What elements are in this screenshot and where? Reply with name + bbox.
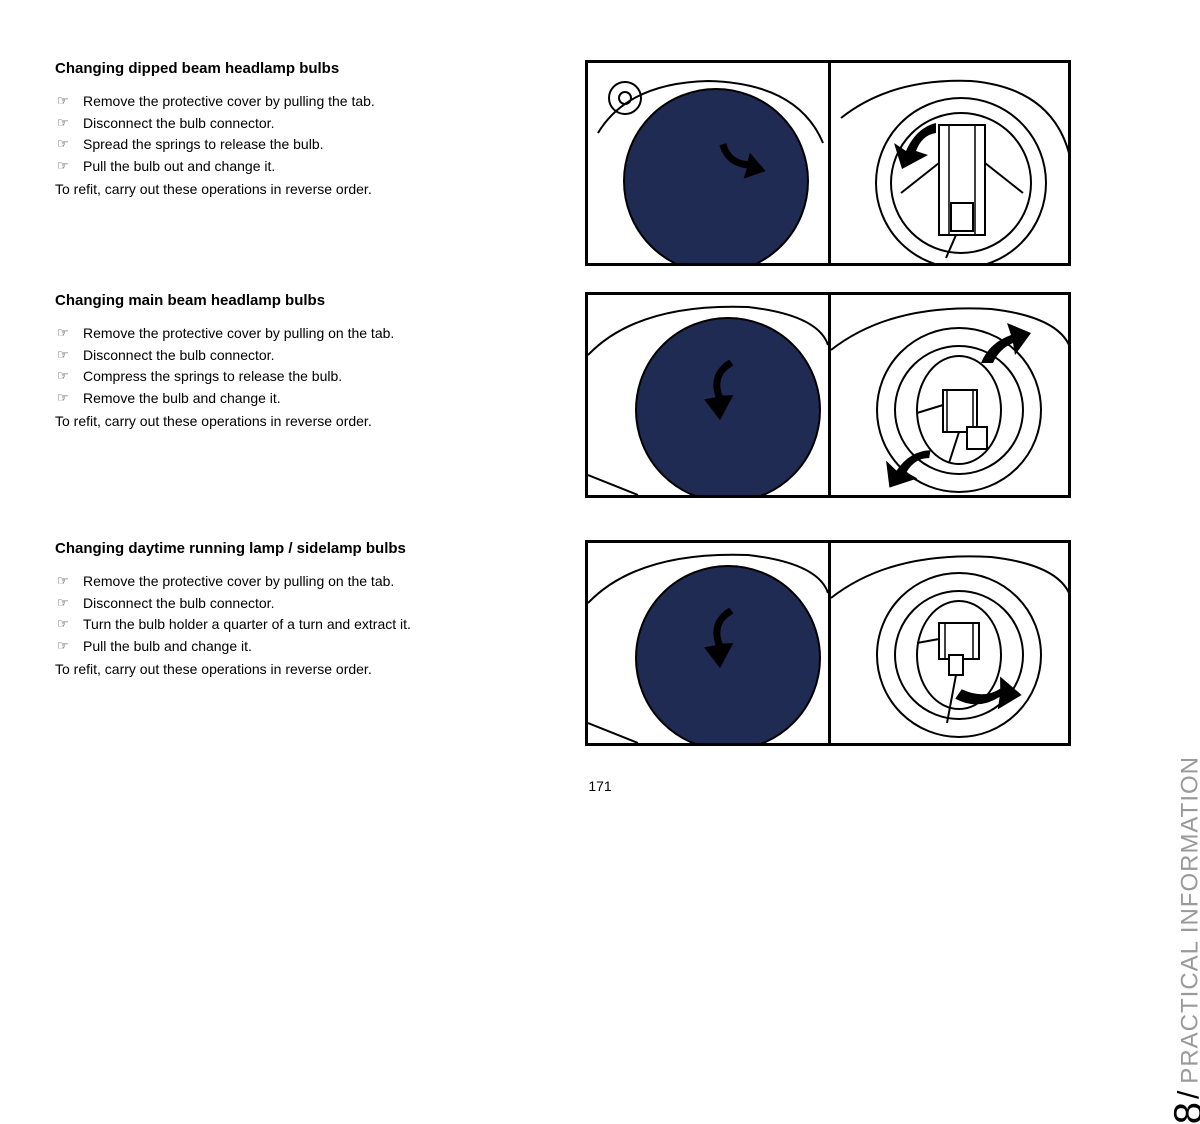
- figure-headlamp-back-1: [828, 63, 1068, 263]
- section-2: Changing main beam headlamp bulbs Remove …: [55, 292, 394, 432]
- section-3: Changing daytime running lamp / sidelamp…: [55, 540, 411, 680]
- figure-cover-pull-1: [588, 63, 828, 263]
- figure-row-2: [585, 292, 1071, 498]
- instruction-step: Remove the protective cover by pulling o…: [55, 571, 411, 593]
- instruction-step: Turn the bulb holder a quarter of a turn…: [55, 614, 411, 636]
- manual-page: Changing dipped beam headlamp bulbs Remov…: [55, 60, 1065, 760]
- instruction-step: Pull the bulb and change it.: [55, 636, 411, 658]
- page-number: 171: [588, 778, 611, 794]
- closing-note: To refit, carry out these operations in …: [55, 659, 411, 681]
- instruction-step: Remove the protective cover by pulling t…: [55, 91, 375, 113]
- figure-sidelamp-back: [828, 543, 1068, 743]
- instruction-step: Compress the springs to release the bulb…: [55, 366, 394, 388]
- instruction-step: Remove the protective cover by pulling o…: [55, 323, 394, 345]
- figure-row-3: [585, 540, 1071, 746]
- section-1: Changing dipped beam headlamp bulbs Remov…: [55, 60, 375, 200]
- figure-row-1: [585, 60, 1071, 266]
- instruction-step: Spread the springs to release the bulb.: [55, 134, 375, 156]
- section-heading: Changing dipped beam headlamp bulbs: [55, 60, 375, 77]
- chapter-slash: /: [1172, 1090, 1200, 1099]
- closing-note: To refit, carry out these operations in …: [55, 179, 375, 201]
- section-heading: Changing daytime running lamp / sidelamp…: [55, 540, 411, 557]
- figure-main-beam-back: [828, 295, 1068, 495]
- instruction-step: Disconnect the bulb connector.: [55, 345, 394, 367]
- instruction-step: Disconnect the bulb connector.: [55, 593, 411, 615]
- closing-note: To refit, carry out these operations in …: [55, 411, 394, 433]
- section-heading: Changing main beam headlamp bulbs: [55, 292, 394, 309]
- instruction-step: Pull the bulb out and change it.: [55, 156, 375, 178]
- figure-cover-pull-3: [588, 543, 828, 743]
- instruction-step: Remove the bulb and change it.: [55, 388, 394, 410]
- chapter-number: 8: [1166, 1101, 1200, 1124]
- figure-cover-pull-2: [588, 295, 828, 495]
- chapter-side-tab: 8 / PRACTICAL INFORMATION: [1166, 756, 1200, 1124]
- instruction-step: Disconnect the bulb connector.: [55, 113, 375, 135]
- chapter-title: PRACTICAL INFORMATION: [1176, 756, 1200, 1084]
